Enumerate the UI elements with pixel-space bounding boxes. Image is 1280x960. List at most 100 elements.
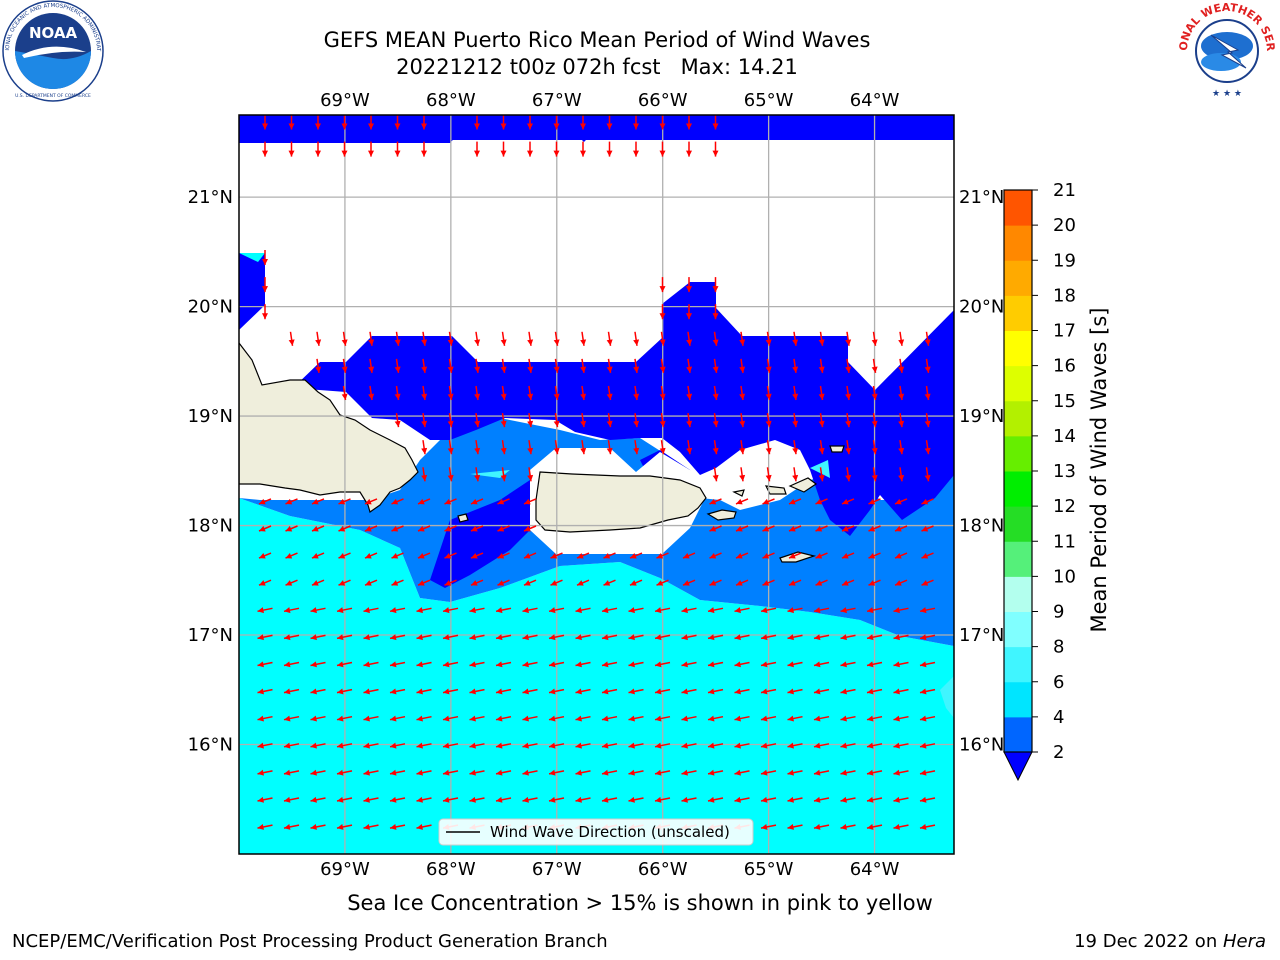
colorbar-tick-label: 11 (1053, 531, 1076, 552)
wave-direction-arrow (442, 634, 459, 641)
wave-direction-arrow (447, 331, 454, 346)
wave-direction-arrow (391, 579, 404, 586)
wave-direction-arrow (792, 385, 799, 401)
wave-direction-arrow (709, 498, 722, 505)
wave-direction-arrow (580, 141, 586, 157)
lon-label-top: 66°W (638, 90, 688, 111)
wave-direction-arrow (258, 498, 272, 505)
wave-direction-arrow (601, 796, 618, 803)
wave-direction-arrow (416, 688, 432, 695)
wave-direction-arrow (548, 742, 565, 749)
lat-labels-right: 21°N 20°N 19°N 18°N 17°N 16°N (959, 187, 1004, 755)
wave-direction-arrow (500, 467, 507, 482)
wave-direction-arrow (394, 385, 401, 401)
wave-direction-arrow (919, 661, 936, 668)
wave-direction-arrow (606, 115, 613, 130)
wave-direction-arrow (522, 796, 538, 803)
wave-direction-arrow (840, 742, 856, 749)
wave-direction-arrow (787, 769, 803, 776)
wave-direction-arrow (338, 552, 351, 559)
wave-direction-arrow (315, 331, 322, 346)
wave-direction-arrow (919, 823, 936, 830)
wave-direction-arrow (628, 796, 644, 803)
wave-direction-arrow (686, 358, 693, 374)
wave-direction-arrow (258, 579, 272, 586)
wave-direction-arrow (818, 331, 825, 346)
wave-direction-arrow (311, 579, 325, 586)
wave-direction-arrow (686, 385, 693, 401)
wave-direction-arrow (760, 823, 777, 830)
wave-direction-arrow (497, 579, 510, 586)
wave-direction-arrow (310, 607, 326, 614)
wave-direction-arrow (416, 634, 432, 641)
wave-direction-arrow (792, 440, 799, 455)
wave-direction-arrow (628, 607, 644, 614)
wave-direction-arrow (898, 358, 905, 374)
wave-direction-arrow (681, 769, 697, 776)
wave-direction-arrow (712, 412, 719, 428)
wave-direction-arrow (389, 715, 406, 722)
wave-direction-arrow (813, 742, 830, 749)
noaa-logo: NOAA NATIONAL OCEANIC AND ATMOSPHERIC AD… (2, 0, 104, 102)
wave-direction-arrow (363, 715, 379, 722)
colorbar-tick-label: 15 (1053, 391, 1076, 412)
wave-direction-arrow (364, 498, 378, 505)
wave-direction-arrow (363, 607, 379, 614)
wave-direction-arrow (919, 715, 936, 722)
wave-direction-arrow (495, 769, 512, 776)
wave-direction-arrow (500, 358, 507, 374)
wave-direction-arrow (762, 498, 775, 505)
wave-direction-arrow (841, 525, 855, 532)
wave-direction-arrow (495, 661, 512, 668)
noaa-logo-text: NOAA (29, 24, 78, 42)
colorbar-tick-label: 6 (1053, 672, 1064, 693)
wave-direction-arrow (919, 742, 936, 749)
wave-direction-arrow (871, 358, 878, 374)
wave-direction-arrow (654, 769, 671, 776)
wave-direction-arrow (341, 331, 348, 346)
wave-direction-arrow (893, 688, 909, 695)
colorbar-segment (1004, 260, 1032, 296)
wave-direction-arrow (866, 823, 883, 830)
wave-direction-arrow (336, 715, 353, 722)
wave-direction-arrow (288, 141, 295, 157)
wave-direction-arrow (470, 579, 484, 586)
wave-direction-arrow (442, 661, 459, 668)
wave-direction-arrow (416, 796, 432, 803)
wave-direction-arrow (470, 552, 484, 559)
wave-direction-arrow (474, 412, 481, 428)
colorbar-tick-label: 20 (1053, 215, 1076, 236)
wave-direction-arrow (686, 440, 693, 455)
wave-direction-arrow (813, 688, 830, 695)
wave-direction-arrow (257, 796, 273, 803)
wave-direction-arrow (739, 440, 746, 455)
lon-label-top: 69°W (320, 90, 370, 111)
wave-direction-arrow (389, 607, 406, 614)
wave-direction-arrow (866, 769, 883, 776)
wave-direction-arrow (813, 823, 830, 830)
wave-direction-arrow (363, 742, 379, 749)
wave-direction-arrow (813, 769, 830, 776)
sea-ice-note: Sea Ice Concentration > 15% is shown in … (347, 891, 933, 915)
wave-direction-arrow (893, 823, 909, 830)
wave-direction-arrow (792, 358, 799, 374)
wave-direction-arrow (707, 688, 724, 695)
wave-direction-arrow (368, 141, 374, 157)
wave-direction-arrow (845, 412, 852, 428)
wave-direction-arrow (310, 634, 326, 641)
footer-branch: NCEP/EMC/Verification Post Processing Pr… (12, 931, 608, 952)
wave-direction-arrow (394, 115, 401, 130)
wave-direction-arrow (447, 467, 454, 482)
lon-labels-bottom: 69°W 68°W 67°W 66°W 65°W 64°W (320, 859, 900, 880)
wave-direction-arrow (868, 579, 881, 586)
wave-direction-arrow (442, 688, 459, 695)
wave-direction-arrow (548, 715, 565, 722)
colorbar-segment (1004, 471, 1032, 507)
wave-direction-arrow (257, 688, 273, 695)
wave-direction-arrow (709, 579, 722, 586)
wave-direction-arrow (315, 115, 321, 130)
wave-direction-arrow (898, 440, 905, 455)
wave-direction-arrow (841, 579, 855, 586)
wave-direction-arrow (394, 358, 401, 374)
wave-direction-arrow (469, 634, 485, 641)
